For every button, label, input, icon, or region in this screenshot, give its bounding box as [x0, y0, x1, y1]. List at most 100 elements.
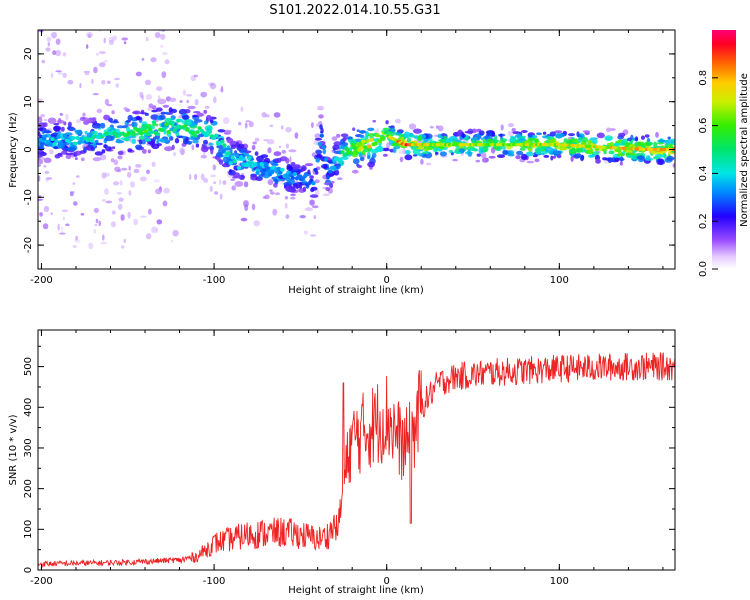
heatmap-cell — [68, 147, 76, 152]
heatmap-cell — [258, 174, 263, 180]
heatmap-cell — [240, 106, 244, 112]
heatmap-cell — [255, 170, 260, 175]
heatmap-cell — [204, 105, 210, 109]
heatmap-cell — [608, 150, 615, 155]
heatmap-cell — [298, 184, 303, 189]
heatmap-cell — [341, 156, 349, 160]
heatmap-cell — [118, 197, 124, 202]
heatmap-cell — [243, 181, 249, 188]
heatmap-cell — [75, 130, 83, 135]
heatmap-cell — [577, 136, 583, 143]
heatmap-cell — [345, 136, 353, 140]
heatmap-cell — [570, 155, 574, 162]
heatmap-cell — [314, 133, 321, 139]
heatmap-cell — [208, 125, 213, 131]
heatmap-cell — [323, 163, 328, 169]
heatmap-cell — [267, 179, 274, 186]
colorbar-gradient — [712, 30, 736, 269]
heatmap-cell — [113, 119, 118, 123]
heatmap-cell — [208, 142, 214, 146]
heatmap-cell — [269, 189, 273, 192]
heatmap-cell — [68, 127, 77, 131]
heatmap-cell — [146, 169, 150, 175]
heatmap-cell — [203, 151, 206, 156]
heatmap-cell — [169, 97, 177, 103]
heatmap-cell — [217, 129, 226, 133]
heatmap-cell — [322, 193, 330, 197]
heatmap-cell — [91, 78, 94, 84]
heatmap-cell — [156, 219, 163, 225]
heatmap-cell — [620, 140, 625, 145]
heatmap-cell — [39, 159, 44, 164]
heatmap-cell — [123, 238, 127, 244]
snr-x-tick-label: -200 — [30, 576, 53, 587]
heatmap-cell — [213, 181, 217, 184]
heatmap-cell — [162, 104, 170, 108]
heatmap-cell — [370, 148, 379, 154]
heatmap-cell — [257, 165, 262, 170]
heatmap-cell — [534, 158, 540, 163]
heatmap-cell — [336, 133, 341, 138]
heatmap-cell — [194, 98, 199, 106]
heatmap-cell — [52, 50, 57, 56]
heatmap-cell — [222, 148, 231, 151]
heatmap-cell — [437, 133, 442, 139]
heatmap-cell — [549, 131, 556, 137]
heatmap-cell — [367, 155, 371, 160]
heatmap-cell — [369, 137, 374, 142]
snr-x-tick-label: 100 — [550, 576, 569, 587]
heatmap-cell — [126, 171, 132, 178]
heatmap-cell — [603, 150, 607, 155]
heatmap-cell — [100, 241, 107, 245]
heatmap-cell — [171, 240, 173, 243]
heatmap-cell — [154, 144, 158, 149]
heatmap-cell — [266, 139, 275, 145]
heatmap-cell — [541, 152, 545, 156]
heatmap-cell — [193, 74, 198, 78]
snr-y-tick-label: 200 — [23, 479, 34, 498]
heatmap-cell — [452, 158, 458, 162]
heatmap-cell — [311, 122, 314, 128]
heatmap-cell — [38, 117, 43, 123]
heatmap-cell — [214, 133, 219, 138]
heatmap-cell — [220, 139, 225, 144]
heatmap-cell — [435, 125, 440, 129]
heatmap-cell — [525, 151, 534, 157]
heatmap-cell — [299, 215, 306, 219]
heatmap-cell — [398, 150, 404, 155]
heatmap-cell — [80, 157, 85, 162]
heatmap-cell — [47, 117, 57, 124]
heatmap-cell — [120, 137, 130, 140]
heatmap-cell — [511, 127, 516, 132]
heatmap-cell — [62, 216, 65, 221]
heatmap-cell — [110, 221, 116, 228]
heatmap-cell — [145, 94, 153, 100]
heatmap-y-tick-label: 10 — [23, 95, 34, 108]
heatmap-cell — [162, 126, 167, 131]
heatmap-cell — [546, 136, 555, 140]
heatmap-cell — [315, 158, 320, 163]
heatmap-cell — [214, 191, 219, 195]
heatmap-cell — [398, 134, 404, 138]
heatmap-cell — [65, 113, 69, 121]
heatmap-cell — [399, 156, 404, 163]
heatmap-cell — [50, 137, 55, 142]
heatmap-cell — [338, 145, 342, 150]
heatmap-cell — [614, 157, 620, 162]
heatmap-cell — [222, 117, 230, 125]
heatmap-cell — [55, 70, 62, 73]
heatmap-cell — [41, 134, 48, 138]
heatmap-cell — [230, 178, 236, 181]
heatmap-cell — [127, 148, 133, 153]
heatmap-cell — [203, 178, 209, 183]
heatmap-cell — [356, 164, 363, 169]
heatmap-cell — [98, 51, 106, 55]
heatmap-cell — [234, 153, 240, 158]
heatmap-cell — [443, 135, 447, 140]
heatmap-cell — [111, 210, 116, 215]
heatmap-cell — [195, 143, 200, 148]
heatmap-cell — [254, 151, 259, 156]
heatmap-cell — [193, 111, 201, 114]
heatmap-cell — [379, 136, 385, 141]
heatmap-cell — [618, 132, 626, 137]
